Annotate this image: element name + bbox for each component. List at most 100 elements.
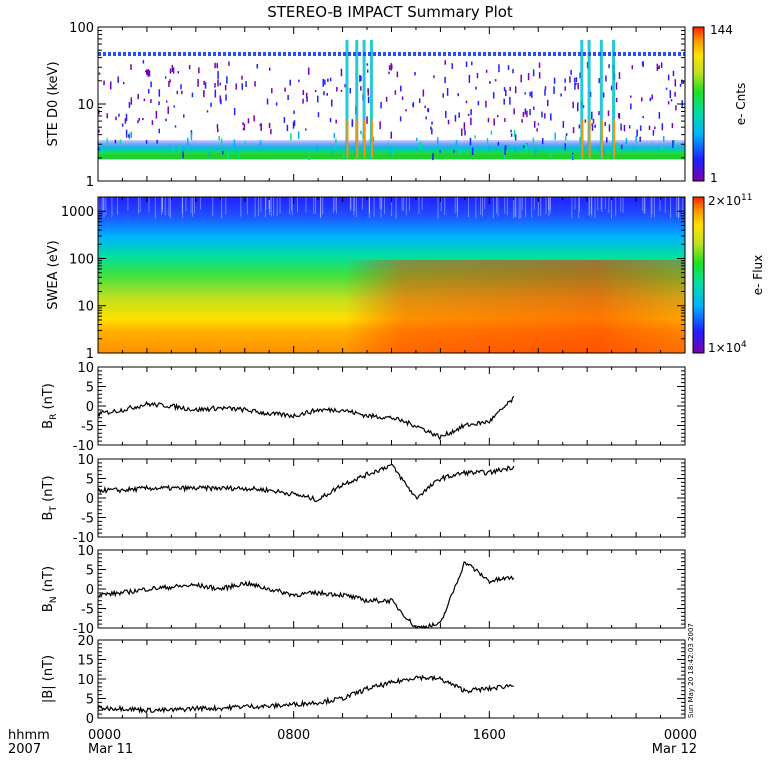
ste-count-pixel — [360, 130, 362, 135]
swea-stripe — [315, 197, 317, 214]
ste-baseline — [98, 154, 685, 159]
ste-count-pixel — [333, 132, 336, 139]
ste-count-pixel — [335, 138, 337, 146]
ste-count-pixel — [275, 102, 278, 106]
swea-stripe — [653, 197, 655, 218]
swea-stripe — [270, 197, 272, 217]
swea-stripe — [291, 197, 293, 216]
ste-count-pixel — [667, 101, 670, 105]
ste-count-pixel — [444, 60, 446, 65]
ste-count-pixel — [109, 81, 112, 90]
ste-count-pixel — [533, 121, 536, 128]
ste-count-pixel — [150, 99, 152, 103]
ste-count-pixel — [654, 126, 656, 130]
ste-count-pixel — [389, 147, 391, 155]
swea-stripe — [444, 197, 446, 216]
bmag-frame — [97, 639, 686, 719]
ste-count-pixel — [586, 61, 589, 69]
swea-stripe — [361, 197, 363, 210]
bn-y-ticks: -10 -5 0 5 10 — [73, 544, 685, 637]
ste-x-ticks — [97, 27, 686, 181]
ste-count-pixel — [145, 140, 148, 144]
ste-count-pixel — [591, 111, 593, 120]
bn-series-line — [97, 561, 515, 630]
ste-count-pixel — [573, 77, 576, 83]
swea-stripe — [264, 197, 266, 218]
ste-count-pixel — [468, 74, 471, 83]
ste-count-pixel — [631, 65, 634, 70]
ste-count-pixel — [182, 151, 184, 159]
y-tick-label: 0 — [86, 400, 94, 415]
ste-count-pixel — [182, 146, 185, 152]
ste-count-pixel — [537, 123, 540, 126]
y-tick-label: -5 — [81, 420, 94, 435]
ste-count-pixel — [323, 91, 325, 96]
swea-stripe — [514, 197, 516, 217]
ste-count-pixel — [525, 144, 528, 152]
ste-count-pixel — [392, 151, 394, 157]
ste-count-pixel — [219, 82, 222, 86]
ste-count-pixel — [186, 137, 189, 146]
ste-count-pixel — [649, 97, 652, 102]
ste-ylabel: STE D0 (keV) — [46, 61, 61, 146]
ste-count-pixel — [329, 118, 332, 123]
ste-count-pixel — [639, 125, 642, 131]
ste-count-pixel — [509, 86, 511, 91]
ste-count-pixel — [327, 78, 329, 82]
swea-stripe — [190, 197, 192, 214]
ste-count-pixel — [217, 128, 219, 133]
ste-count-pixel — [227, 151, 229, 159]
ste-count-pixel — [455, 139, 458, 146]
swea-stripe — [212, 197, 214, 216]
swea-stripe — [468, 197, 470, 218]
ste-count-pixel — [142, 60, 145, 64]
ste-count-pixel — [681, 100, 683, 107]
ste-count-pixel — [158, 128, 161, 134]
swea-stripe — [291, 197, 293, 211]
ste-count-pixel — [268, 67, 271, 71]
ste-count-pixel — [669, 90, 672, 99]
ste-count-pixel — [656, 63, 659, 71]
ste-burst-core — [370, 120, 373, 158]
swea-stripe — [381, 197, 383, 210]
swea-stripe — [221, 197, 223, 219]
ste-count-pixel — [496, 115, 499, 118]
ste-count-pixel — [322, 78, 324, 87]
ste-count-pixel — [214, 82, 216, 88]
ste-count-pixel — [244, 141, 246, 146]
ste-count-pixel — [603, 146, 605, 155]
ste-count-pixel — [143, 98, 146, 102]
ste-burst — [580, 40, 584, 158]
ste-count-pixel — [572, 101, 574, 109]
ste-burst-core — [588, 120, 591, 158]
ste-count-pixel — [106, 113, 109, 119]
bt-y-ticks: -10 -5 0 5 10 — [73, 453, 685, 546]
x-row-label-year: 2007 — [8, 742, 41, 757]
ste-count-pixel — [419, 141, 422, 150]
swea-stripe — [168, 197, 170, 217]
swea-stripe — [111, 197, 113, 217]
ste-count-pixel — [203, 80, 205, 85]
swea-stripe — [682, 197, 684, 217]
swea-stripe — [269, 197, 271, 212]
bmag-series-line — [97, 674, 515, 714]
ste-count-pixel — [305, 128, 307, 131]
ste-count-pixel — [532, 69, 535, 77]
ste-count-pixel — [454, 114, 457, 122]
ste-count-pixel — [514, 86, 517, 94]
swea-stripe — [98, 197, 100, 216]
ste-count-pixel — [470, 109, 472, 116]
ste-count-pixel — [529, 91, 531, 97]
ste-count-pixel — [476, 72, 479, 79]
swea-x-ticks — [97, 197, 686, 353]
ste-count-pixel — [233, 107, 236, 116]
ste-count-pixel — [225, 94, 227, 101]
ste-count-pixel — [553, 86, 555, 94]
swea-stripe — [161, 197, 163, 215]
swea-stripe — [137, 197, 139, 214]
swea-stripe — [355, 197, 357, 218]
swea-stripe — [368, 197, 370, 215]
ste-count-pixel — [544, 89, 546, 96]
swea-stripe — [320, 197, 322, 219]
